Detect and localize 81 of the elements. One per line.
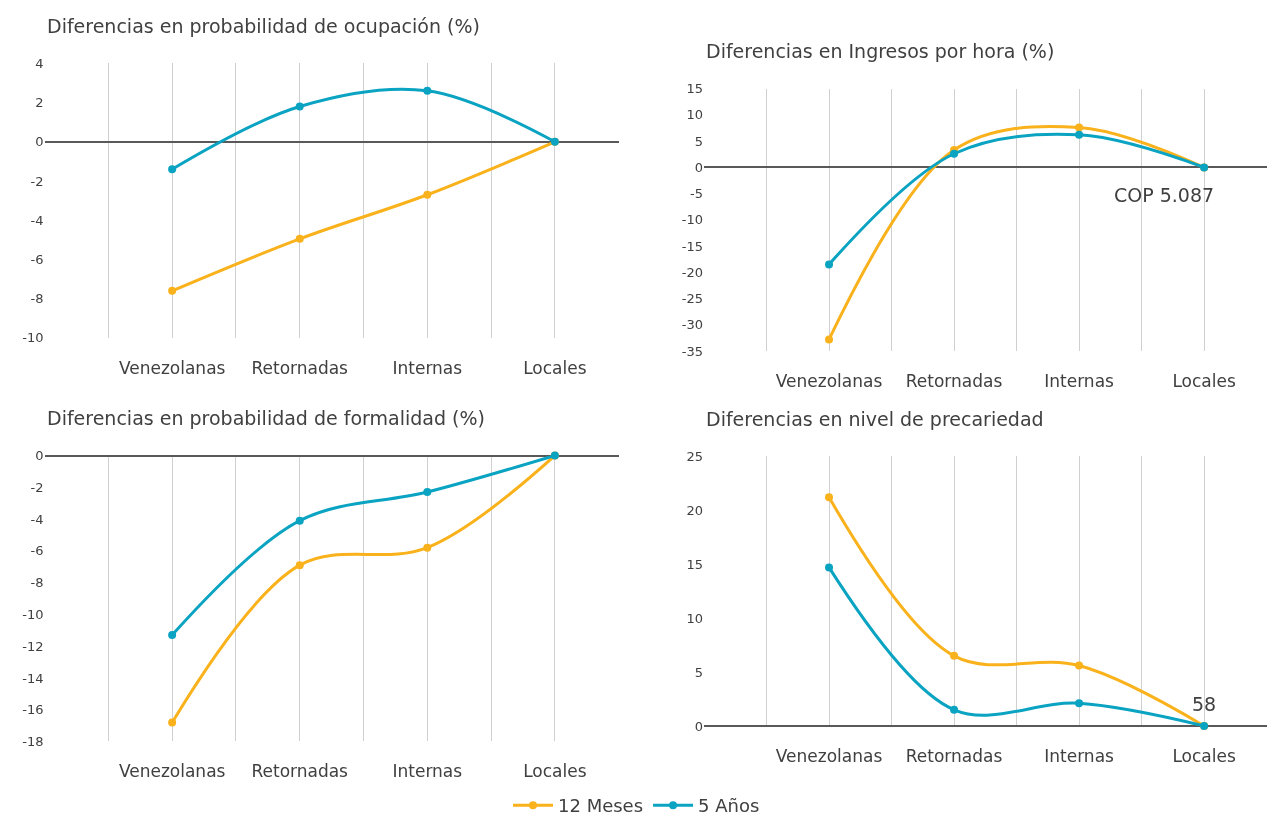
point [423,86,432,95]
y-tick-label: -5 [690,186,703,202]
point [1075,123,1084,132]
y-tick-label: -4 [30,212,44,228]
y-tick-label: 5 [694,133,703,149]
x-tick-label: Internas [1044,745,1115,766]
y-tick-label: 20 [686,502,703,518]
point [950,651,959,660]
y-tick-label: -8 [30,575,44,591]
y-tick-label: -10 [22,330,44,346]
x-tick-label: Internas [392,761,463,782]
x-tick-label: Locales [523,761,587,782]
x-tick-label: Retornadas [251,761,349,782]
y-tick-label: -30 [681,317,703,333]
x-tick-label: Venezolanas [775,370,883,391]
y-tick-label: -2 [30,479,44,495]
x-tick-label: Internas [392,357,463,378]
point [295,516,304,525]
point [295,561,304,570]
point [825,563,834,572]
chart-title: Diferencias en probabilidad de formalidad (%) [47,407,485,429]
y-tick-label: -15 [681,238,703,254]
y-tick-label: 0 [35,448,44,464]
point [1075,699,1084,708]
point [423,488,432,497]
y-tick-label: 10 [686,610,703,626]
y-tick-label: 25 [686,448,703,464]
point [1075,130,1084,139]
y-tick-label: 4 [35,55,44,71]
y-tick-label: -10 [22,606,44,622]
point [168,631,177,640]
y-tick-label: 0 [694,159,703,175]
y-tick-label: 2 [35,95,44,111]
y-tick-label: -4 [30,511,44,527]
y-tick-label: 0 [35,134,44,150]
y-tick-label: -35 [681,343,703,359]
chart-title: Diferencias en probabilidad de ocupación (%) [47,15,480,37]
point [295,102,304,111]
x-tick-label: Locales [1172,370,1236,391]
annotation: COP 5.087 [1114,184,1215,206]
x-tick-label: Locales [1172,745,1236,766]
x-tick-label: Venezolanas [775,745,883,766]
legend-label: 5 Años [698,795,760,817]
point [423,190,432,199]
chart-title: Diferencias en Ingresos por hora (%) [706,40,1055,62]
y-tick-label: -6 [30,252,44,267]
y-tick-label: -14 [22,670,44,686]
annotation: 58 [1192,693,1217,715]
point [825,493,834,502]
y-tick-label: -8 [30,291,44,307]
point [423,543,432,552]
point [950,705,959,714]
y-tick-label: 5 [694,664,703,680]
x-tick-label: Internas [1044,370,1115,391]
legend-label: 12 Meses [558,795,644,817]
x-tick-label: Locales [523,357,587,378]
y-tick-label: 0 [694,718,703,734]
point [168,165,177,174]
x-tick-label: Venezolanas [118,357,226,378]
y-tick-label: -16 [22,702,44,718]
chart-title: Diferencias en nivel de precariedad [706,408,1044,430]
y-tick-label: 15 [686,556,703,572]
y-tick-label: -10 [681,212,703,228]
y-tick-label: -12 [22,638,44,654]
y-tick-label: -25 [681,291,703,307]
x-tick-label: Venezolanas [118,761,226,782]
y-tick-label: 10 [686,107,703,123]
point [168,718,177,727]
point [825,335,834,344]
point [168,286,177,295]
y-tick-label: 15 [686,81,703,97]
y-tick-label: -6 [30,543,44,559]
x-tick-label: Retornadas [905,370,1003,391]
y-tick-label: -18 [22,734,44,750]
point [295,234,304,243]
y-tick-label: -2 [30,173,44,189]
x-tick-label: Retornadas [251,357,349,378]
point [825,260,834,269]
y-tick-label: -20 [681,264,703,280]
point [1075,661,1084,670]
x-tick-label: Retornadas [905,745,1003,766]
